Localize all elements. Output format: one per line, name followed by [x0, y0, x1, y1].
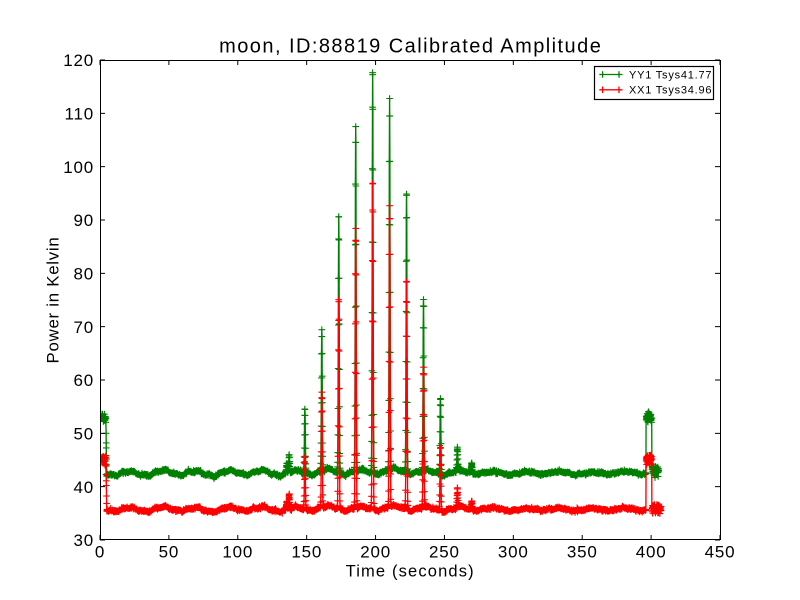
- svg-text:110: 110: [64, 104, 94, 123]
- svg-text:60: 60: [73, 371, 94, 390]
- svg-text:70: 70: [73, 318, 94, 337]
- svg-text:400: 400: [636, 543, 667, 562]
- svg-text:100: 100: [222, 543, 253, 562]
- svg-text:50: 50: [159, 543, 180, 562]
- svg-text:XX1 Tsys34.96: XX1 Tsys34.96: [629, 85, 712, 97]
- svg-text:moon, ID:88819 Calibrated Ampl: moon, ID:88819 Calibrated Amplitude: [219, 36, 602, 58]
- svg-text:90: 90: [73, 211, 94, 230]
- svg-text:0: 0: [95, 543, 105, 562]
- svg-text:450: 450: [705, 543, 736, 562]
- svg-text:30: 30: [73, 531, 94, 550]
- svg-text:Power in Kelvin: Power in Kelvin: [44, 237, 63, 364]
- svg-text:150: 150: [291, 543, 322, 562]
- svg-text:80: 80: [73, 264, 94, 283]
- svg-text:200: 200: [360, 543, 391, 562]
- svg-text:Time (seconds): Time (seconds): [346, 563, 475, 581]
- svg-text:350: 350: [567, 543, 598, 562]
- svg-text:300: 300: [498, 543, 529, 562]
- svg-text:40: 40: [73, 478, 94, 497]
- svg-text:50: 50: [73, 424, 94, 443]
- svg-text:120: 120: [63, 51, 94, 70]
- svg-text:100: 100: [63, 158, 94, 177]
- svg-text:YY1 Tsys41.77: YY1 Tsys41.77: [629, 69, 712, 81]
- svg-text:250: 250: [429, 543, 460, 562]
